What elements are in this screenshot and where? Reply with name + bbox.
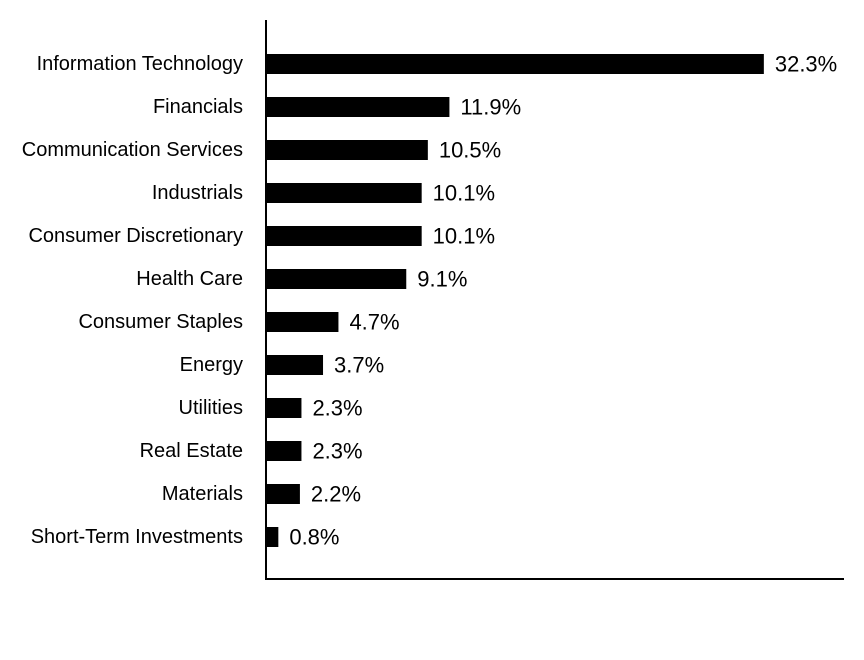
value-label: 11.9% (460, 95, 521, 120)
category-label: Information Technology (37, 53, 243, 75)
bar-0 (266, 54, 764, 74)
value-label: 2.3% (312, 396, 362, 421)
bars-layer (266, 54, 764, 547)
bar-11 (266, 527, 279, 547)
category-label: Utilities (179, 397, 243, 419)
category-label: Health Care (136, 268, 243, 290)
value-label: 10.1% (433, 224, 495, 249)
category-labels: Information Technology Financials Communic… (22, 53, 243, 548)
category-label: Consumer Staples (78, 311, 243, 333)
value-label: 10.1% (433, 181, 495, 206)
bar-9 (266, 441, 302, 461)
bar-6 (266, 312, 339, 332)
bar-1 (266, 97, 450, 117)
value-label: 0.8% (289, 525, 339, 550)
category-label: Short-Term Investments (31, 526, 243, 548)
category-label: Real Estate (140, 440, 243, 462)
bar-5 (266, 269, 407, 289)
value-label: 4.7% (349, 310, 399, 335)
category-label: Consumer Discretionary (28, 225, 243, 247)
value-label: 2.3% (312, 439, 362, 464)
value-label: 3.7% (334, 353, 384, 378)
bar-8 (266, 398, 302, 418)
category-label: Industrials (152, 182, 243, 204)
bar-7 (266, 355, 324, 375)
value-label: 2.2% (311, 482, 361, 507)
bar-3 (266, 183, 422, 203)
bar-10 (266, 484, 300, 504)
category-label: Financials (153, 96, 243, 118)
value-labels: 32.3% 11.9% 10.5% 10.1% 10.1% 9.1% 4.7% 3.7% 2.3… (289, 52, 837, 550)
value-label: 10.5% (439, 138, 501, 163)
bar-2 (266, 140, 428, 160)
category-label: Energy (180, 354, 243, 376)
category-label: Communication Services (22, 139, 243, 161)
value-label: 9.1% (417, 267, 467, 292)
value-label: 32.3% (775, 52, 837, 77)
category-label: Materials (162, 483, 243, 505)
bar-4 (266, 226, 422, 246)
